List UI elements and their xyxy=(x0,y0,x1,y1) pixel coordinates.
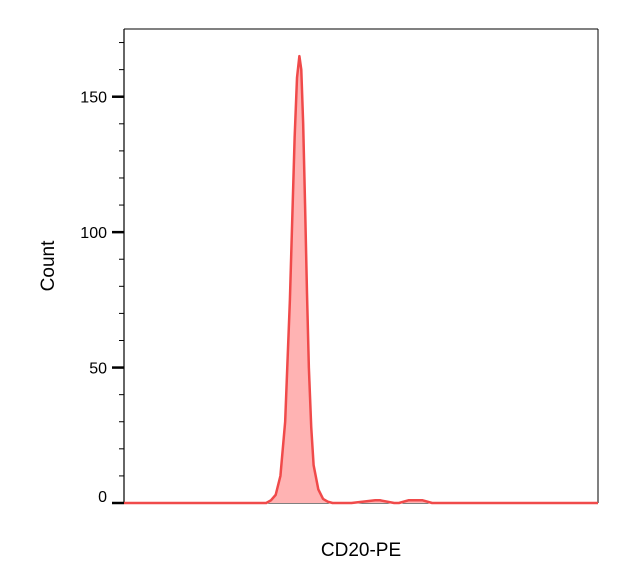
y-axis-tick-labels: 0 50 100 150 xyxy=(80,90,107,506)
y-tick-label: 0 xyxy=(98,489,107,506)
x-axis-title: CD20-PE xyxy=(321,540,401,561)
histogram-fill-0 xyxy=(124,56,598,504)
series-layer xyxy=(124,54,598,505)
plot-frame xyxy=(123,28,599,504)
y-tick-label: 100 xyxy=(80,225,107,242)
y-axis-title: Count xyxy=(38,240,59,291)
histogram-line-0 xyxy=(124,54,598,505)
y-axis-ticks xyxy=(112,42,124,505)
y-tick-label: 150 xyxy=(80,90,107,107)
y-tick-label: 50 xyxy=(89,361,107,378)
